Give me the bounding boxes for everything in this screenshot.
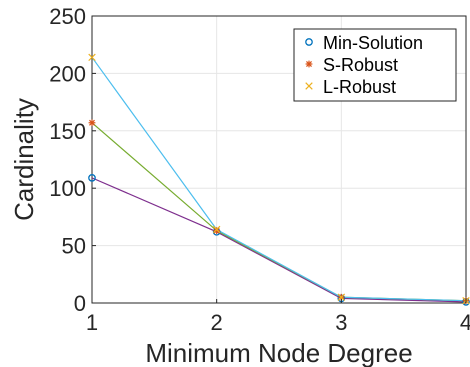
legend-marker <box>305 38 313 46</box>
data-point-s-robust <box>213 227 221 235</box>
series-layer <box>88 53 470 306</box>
legend-item: S-Robust <box>305 55 398 75</box>
x-tick-label: 3 <box>335 310 347 335</box>
legend-label: L-Robust <box>323 77 396 97</box>
series-line-min-solution <box>91 177 467 303</box>
y-tick-label: 50 <box>62 234 86 259</box>
legend-label: Min-Solution <box>323 33 423 53</box>
legend-marker <box>305 82 313 90</box>
y-tick-label: 200 <box>49 61 86 86</box>
x-tick-label: 2 <box>211 310 223 335</box>
x-tick-label: 4 <box>460 310 470 335</box>
y-tick-label: 150 <box>49 119 86 144</box>
x-tick-label: 1 <box>86 310 98 335</box>
legend-box <box>293 28 457 102</box>
legend-marker <box>305 60 313 68</box>
data-point-l-robust <box>337 293 346 301</box>
legend-item: L-Robust <box>305 77 396 97</box>
legend-item: Min-Solution <box>305 33 423 53</box>
y-axis-label: Cardinality <box>9 98 39 221</box>
y-tick-label: 250 <box>49 4 86 29</box>
plot-area <box>91 15 467 304</box>
series-line-s-robust <box>91 122 467 302</box>
data-point-min-solution <box>88 174 96 182</box>
data-point-l-robust <box>88 53 96 62</box>
y-tick-label: 100 <box>49 176 86 201</box>
data-point-s-robust <box>88 119 96 127</box>
data-point-l-robust <box>212 225 221 234</box>
x-axis-label: Minimum Node Degree <box>145 338 412 367</box>
tick-labels: 1 2 3 4 0 50 100 150 200 250 <box>49 4 470 335</box>
y-tick-label: 0 <box>74 291 86 316</box>
series-line-l-robust <box>91 56 467 302</box>
legend-label: S-Robust <box>323 55 398 75</box>
